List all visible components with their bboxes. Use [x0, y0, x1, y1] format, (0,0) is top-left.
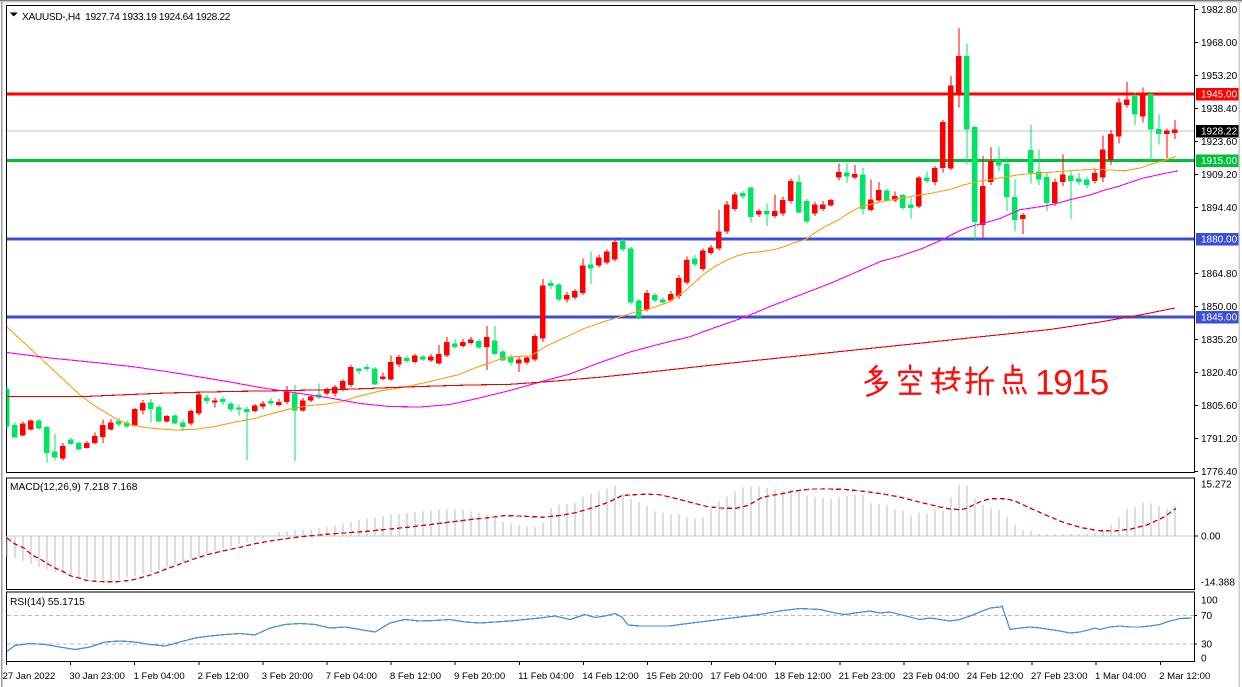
svg-text:1805.60: 1805.60: [1201, 401, 1238, 412]
svg-text:0.00: 0.00: [1201, 532, 1221, 543]
svg-text:RSI(14) 55.1715: RSI(14) 55.1715: [10, 597, 85, 608]
svg-text:-14.388: -14.388: [1201, 578, 1235, 589]
svg-text:1835.20: 1835.20: [1201, 335, 1238, 346]
svg-text:11 Feb 04:00: 11 Feb 04:00: [518, 671, 574, 682]
svg-text:1845.00: 1845.00: [1201, 313, 1238, 324]
svg-text:2 Feb 12:00: 2 Feb 12:00: [198, 671, 249, 682]
svg-text:1968.00: 1968.00: [1201, 38, 1238, 49]
svg-text:0: 0: [1201, 654, 1207, 665]
svg-text:1820.40: 1820.40: [1201, 368, 1238, 379]
svg-text:1928.22: 1928.22: [1201, 127, 1238, 138]
svg-text:1945.00: 1945.00: [1201, 90, 1238, 101]
svg-text:1850.00: 1850.00: [1201, 302, 1238, 313]
svg-text:9 Feb 20:00: 9 Feb 20:00: [454, 671, 505, 682]
svg-text:30 Jan 23:00: 30 Jan 23:00: [69, 671, 124, 682]
svg-text:XAUUSD-,H4 1927.74 1933.19 19: XAUUSD-,H4 1927.74 1933.19 1924.64 1928.…: [22, 12, 231, 23]
svg-text:1915: 1915: [1035, 364, 1108, 403]
svg-text:1 Feb 04:00: 1 Feb 04:00: [134, 671, 185, 682]
svg-text:1982.80: 1982.80: [1201, 5, 1238, 16]
svg-text:1791.20: 1791.20: [1201, 434, 1238, 445]
svg-text:27 Feb 23:00: 27 Feb 23:00: [1031, 671, 1088, 682]
svg-text:14 Feb 12:00: 14 Feb 12:00: [582, 671, 639, 682]
svg-text:21 Feb 23:00: 21 Feb 23:00: [839, 671, 896, 682]
svg-text:7 Feb 04:00: 7 Feb 04:00: [326, 671, 377, 682]
svg-text:1938.40: 1938.40: [1201, 104, 1238, 115]
svg-text:1923.60: 1923.60: [1201, 137, 1238, 148]
svg-text:30: 30: [1201, 640, 1213, 651]
svg-text:70: 70: [1201, 611, 1213, 622]
svg-text:1953.20: 1953.20: [1201, 71, 1238, 82]
svg-text:2 Mar 12:00: 2 Mar 12:00: [1159, 671, 1210, 682]
svg-text:15.272: 15.272: [1201, 480, 1232, 491]
svg-text:8 Feb 12:00: 8 Feb 12:00: [390, 671, 441, 682]
svg-text:1880.00: 1880.00: [1201, 235, 1238, 246]
svg-text:100: 100: [1201, 596, 1218, 607]
svg-text:1909.20: 1909.20: [1201, 170, 1238, 181]
svg-text:1864.80: 1864.80: [1201, 269, 1238, 280]
svg-text:24 Feb 12:00: 24 Feb 12:00: [967, 671, 1024, 682]
svg-text:15 Feb 20:00: 15 Feb 20:00: [646, 671, 703, 682]
svg-text:17 Feb 04:00: 17 Feb 04:00: [710, 671, 767, 682]
svg-text:1915.00: 1915.00: [1201, 156, 1238, 167]
svg-text:18 Feb 12:00: 18 Feb 12:00: [775, 671, 832, 682]
svg-text:23 Feb 04:00: 23 Feb 04:00: [903, 671, 960, 682]
svg-text:1894.40: 1894.40: [1201, 203, 1238, 214]
svg-text:27 Jan 2022: 27 Jan 2022: [3, 671, 56, 682]
svg-text:1 Mar 04:00: 1 Mar 04:00: [1095, 671, 1146, 682]
svg-text:MACD(12,26,9) 7.218 7.168: MACD(12,26,9) 7.218 7.168: [10, 482, 138, 493]
svg-text:3 Feb 20:00: 3 Feb 20:00: [262, 671, 313, 682]
svg-text:1776.40: 1776.40: [1201, 467, 1238, 478]
